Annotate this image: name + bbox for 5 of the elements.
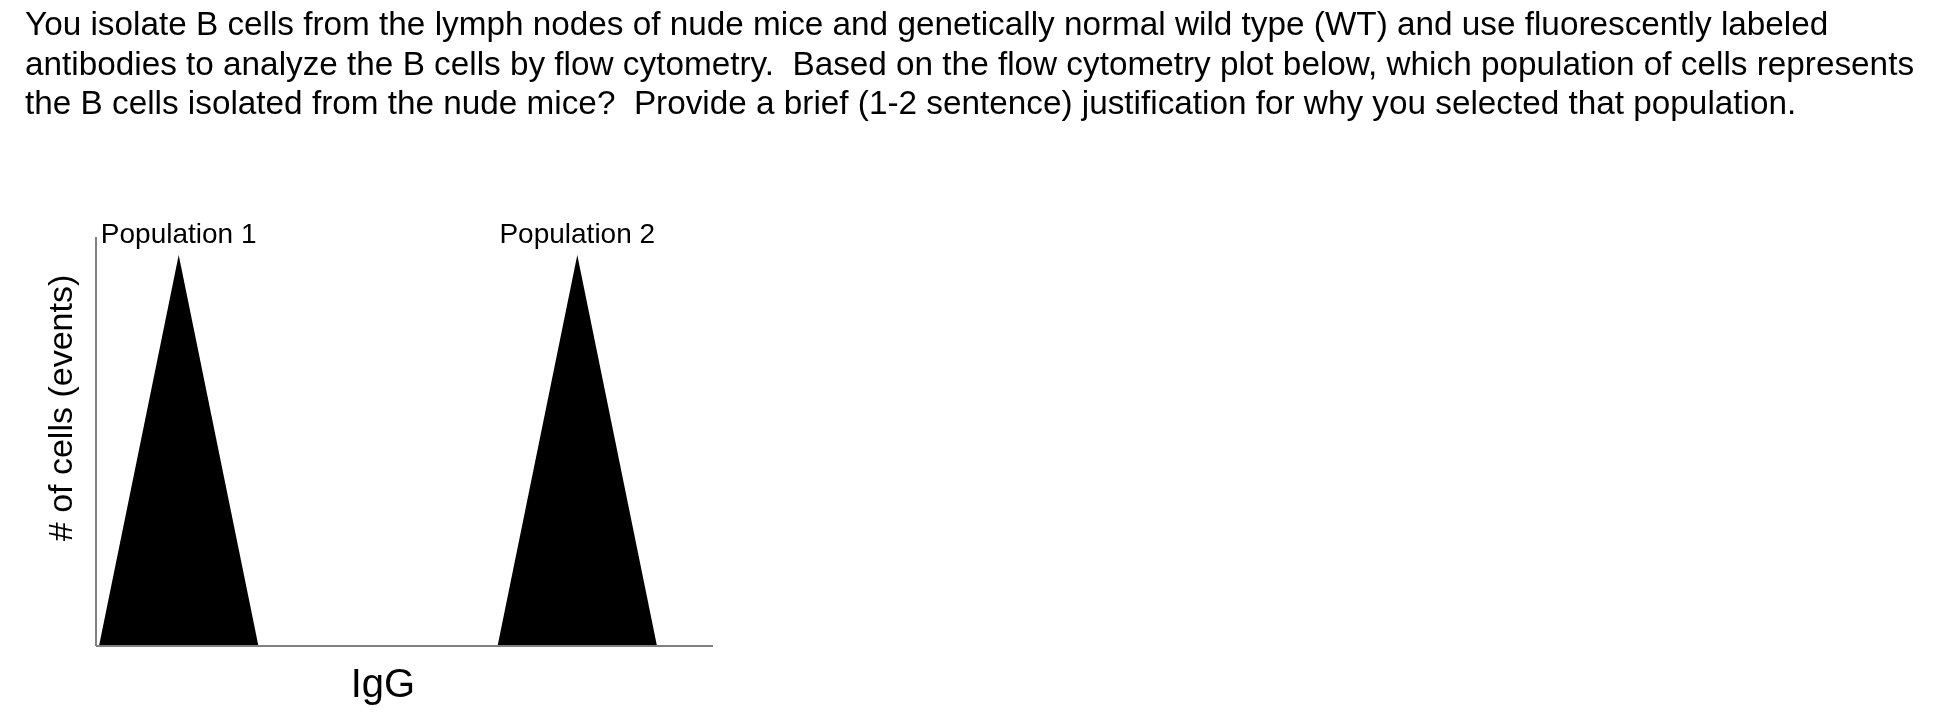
series-label: Population 1	[100, 218, 257, 249]
x-axis-title: IgG	[350, 661, 416, 705]
series-label: Population 2	[499, 218, 656, 249]
text: You isolate B cells from the lymph nodes of nude mice and genetically normal wild type (WT) and use fluorescently labeled antibodies to analyze the B cells by flow cytometry. Based on the flow cytometry plot below, which population of cells represents the B cells isolated from the nude mice? Provide a brief (1-2 sentence) justification for why you selected that population.	[25, 4, 1916, 123]
y-axis-title: # of cells (events)	[41, 274, 79, 542]
